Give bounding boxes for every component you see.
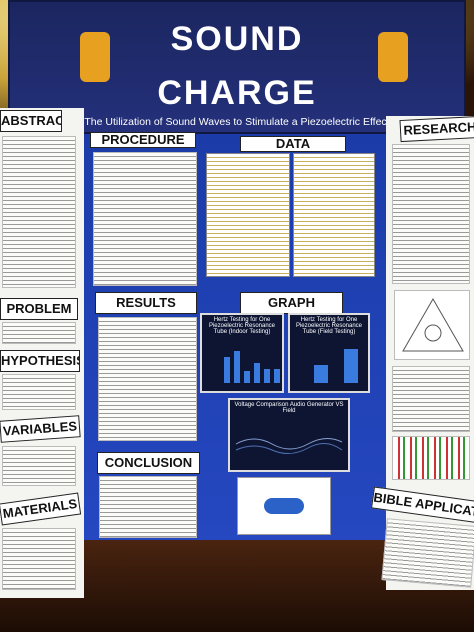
graph: Hertz Testing for One Piezoelectric Reso…: [288, 313, 370, 393]
bar: [254, 363, 260, 383]
data-table: [206, 153, 290, 277]
text-block: [2, 528, 76, 590]
section-heading: HYPOTHESIS: [0, 350, 80, 372]
text-block: [98, 317, 197, 441]
graph-title: Hertz Testing for One Piezoelectric Reso…: [208, 317, 276, 335]
bar: [344, 349, 358, 383]
section-heading: GRAPH: [240, 292, 343, 314]
data-table: [293, 153, 375, 277]
section-heading: ABSTRACT: [0, 110, 62, 132]
section-heading: PROBLEM: [0, 298, 78, 320]
diagram: [237, 477, 331, 535]
line-graph: [235, 438, 343, 454]
text-block: [2, 322, 76, 344]
section-heading: PROCEDURE: [90, 132, 196, 148]
banner: SOUND CHARGE The Utilization of Sound Wa…: [8, 0, 466, 134]
section-heading: DATA: [240, 136, 346, 152]
section-heading: RESULTS: [95, 292, 197, 314]
diagram: [394, 290, 470, 360]
bar: [224, 357, 230, 383]
diagram-shape: [264, 498, 304, 514]
section-heading: RESEARCH: [399, 115, 474, 143]
section-heading: CONCLUSION: [97, 452, 200, 474]
bar: [314, 365, 328, 383]
text-block: [392, 366, 470, 432]
text-block: [392, 144, 470, 284]
title-line: CHARGE: [157, 74, 317, 112]
text-block: [2, 374, 76, 410]
text-block: [99, 476, 197, 538]
chart-image: [392, 436, 470, 480]
graph-title: Hertz Testing for One Piezoelectric Reso…: [295, 317, 363, 335]
title-line: SOUND: [170, 20, 304, 58]
graph: Hertz Testing for One Piezoelectric Reso…: [200, 313, 284, 393]
text-block: [381, 518, 474, 588]
subtitle: The Utilization of Sound Waves to Stimul…: [84, 116, 390, 128]
bar: [274, 369, 280, 383]
icon: [80, 32, 110, 82]
bar: [264, 369, 270, 383]
text-block: [2, 446, 76, 486]
text-block: [2, 136, 76, 288]
graph: Voltage Comparison Audio Generator VS Fi…: [228, 398, 350, 472]
graph-title: Voltage Comparison Audio Generator VS Fi…: [234, 402, 344, 414]
bar: [244, 371, 250, 383]
triangle-diagram: [402, 297, 464, 352]
text-block: [93, 152, 197, 286]
bar: [234, 351, 240, 383]
icon: [378, 32, 408, 82]
